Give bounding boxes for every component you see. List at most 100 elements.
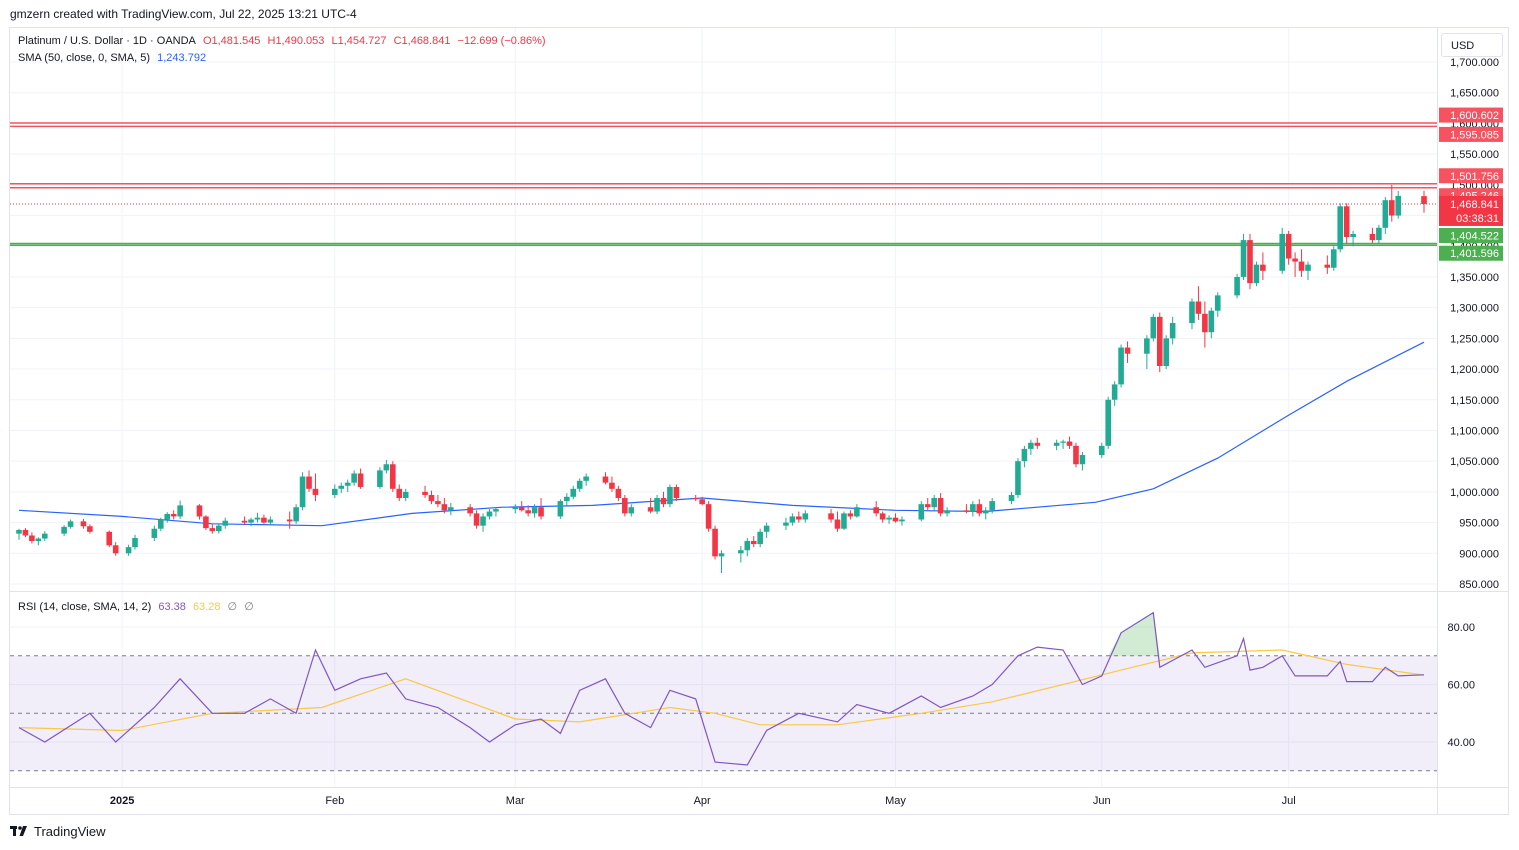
candle[interactable]	[602, 472, 609, 485]
candle[interactable]	[177, 500, 183, 519]
candle[interactable]	[628, 504, 635, 517]
rsi-line[interactable]	[18, 611, 1425, 766]
candle[interactable]	[1073, 442, 1079, 468]
level-price-tag[interactable]: 1,600.602	[1439, 107, 1503, 123]
candle[interactable]	[241, 516, 248, 526]
candle[interactable]	[1337, 203, 1344, 253]
candle[interactable]	[312, 473, 319, 502]
candle[interactable]	[660, 491, 667, 508]
candle[interactable]	[1260, 252, 1266, 281]
candle[interactable]	[873, 501, 879, 517]
candle[interactable]	[538, 498, 544, 520]
candle[interactable]	[673, 484, 680, 502]
candle[interactable]	[976, 499, 983, 517]
candle[interactable]	[1234, 273, 1240, 299]
candle[interactable]	[609, 476, 615, 492]
candle[interactable]	[564, 493, 570, 506]
rsi-ma-line[interactable]	[18, 649, 1425, 732]
candle[interactable]	[351, 470, 357, 486]
candle[interactable]	[1028, 439, 1034, 456]
candle[interactable]	[647, 498, 654, 514]
candle[interactable]	[480, 513, 486, 532]
candle[interactable]	[1150, 313, 1157, 342]
candle[interactable]	[267, 516, 274, 526]
candle[interactable]	[1124, 341, 1131, 363]
candle[interactable]	[750, 536, 757, 548]
candle[interactable]	[132, 534, 138, 550]
candle[interactable]	[293, 504, 299, 524]
candle[interactable]	[744, 537, 751, 557]
level-price-tag[interactable]: 1,595.085	[1439, 126, 1503, 142]
candle[interactable]	[344, 479, 351, 492]
candle[interactable]	[203, 515, 209, 530]
candle[interactable]	[576, 478, 583, 492]
candle[interactable]	[35, 537, 42, 546]
candle[interactable]	[841, 511, 847, 530]
candle[interactable]	[209, 524, 216, 534]
candle[interactable]	[1163, 335, 1170, 370]
candle[interactable]	[1240, 233, 1247, 281]
candle[interactable]	[1156, 312, 1163, 373]
candle[interactable]	[1369, 227, 1376, 244]
candle[interactable]	[847, 510, 854, 520]
candle[interactable]	[1008, 491, 1015, 505]
candle[interactable]	[422, 485, 428, 499]
candle[interactable]	[989, 498, 995, 514]
level-price-tag[interactable]: 1,501.756	[1439, 168, 1503, 184]
sma-line[interactable]	[18, 341, 1425, 527]
candle[interactable]	[357, 468, 364, 489]
candle[interactable]	[667, 484, 673, 508]
candle[interactable]	[196, 504, 203, 520]
price-pane[interactable]	[10, 28, 1437, 591]
candle[interactable]	[248, 517, 254, 527]
candle[interactable]	[712, 525, 718, 560]
candle[interactable]	[261, 514, 267, 524]
candle[interactable]	[222, 517, 229, 529]
candle[interactable]	[854, 504, 860, 518]
candle[interactable]	[1144, 335, 1150, 370]
candle[interactable]	[828, 509, 834, 523]
sma-label[interactable]: SMA (50, close, 0, SMA, 5)	[18, 52, 151, 64]
candle[interactable]	[1214, 292, 1221, 317]
candle[interactable]	[1388, 184, 1395, 222]
candle[interactable]	[802, 510, 809, 523]
candle[interactable]	[1350, 230, 1356, 247]
candle[interactable]	[1285, 230, 1292, 265]
candle[interactable]	[254, 512, 261, 523]
candle[interactable]	[1098, 442, 1105, 459]
candle[interactable]	[1382, 197, 1389, 234]
candle[interactable]	[151, 525, 158, 542]
candle[interactable]	[924, 498, 931, 511]
candle[interactable]	[493, 507, 499, 517]
candle[interactable]	[286, 511, 293, 529]
candle[interactable]	[170, 510, 177, 520]
candle[interactable]	[1189, 298, 1195, 330]
candle[interactable]	[80, 518, 87, 529]
candle[interactable]	[1376, 224, 1382, 244]
candle[interactable]	[692, 494, 699, 502]
candle[interactable]	[29, 532, 35, 544]
candle[interactable]	[1118, 344, 1124, 388]
candle[interactable]	[22, 528, 29, 538]
candle[interactable]	[1253, 261, 1260, 287]
rsi-pane[interactable]	[10, 592, 1437, 787]
candle[interactable]	[299, 472, 306, 511]
candle[interactable]	[67, 519, 74, 529]
date-axis[interactable]: 2025 Feb Mar Apr May Jun Jul	[110, 795, 1296, 807]
candle[interactable]	[448, 502, 454, 516]
candle[interactable]	[435, 494, 441, 508]
candle[interactable]	[157, 517, 164, 532]
candle[interactable]	[1021, 445, 1028, 468]
candle[interactable]	[763, 522, 770, 538]
candle[interactable]	[486, 509, 493, 520]
candle[interactable]	[1105, 396, 1111, 449]
candle[interactable]	[1292, 252, 1298, 277]
candle[interactable]	[705, 501, 712, 532]
candle[interactable]	[1079, 451, 1086, 471]
last-price-tag[interactable]: 1,468.841 03:38:31	[1439, 195, 1503, 226]
candle[interactable]	[718, 550, 725, 573]
candle[interactable]	[1298, 249, 1305, 277]
candle[interactable]	[428, 490, 435, 505]
candle[interactable]	[615, 485, 622, 502]
candle[interactable]	[834, 511, 841, 532]
